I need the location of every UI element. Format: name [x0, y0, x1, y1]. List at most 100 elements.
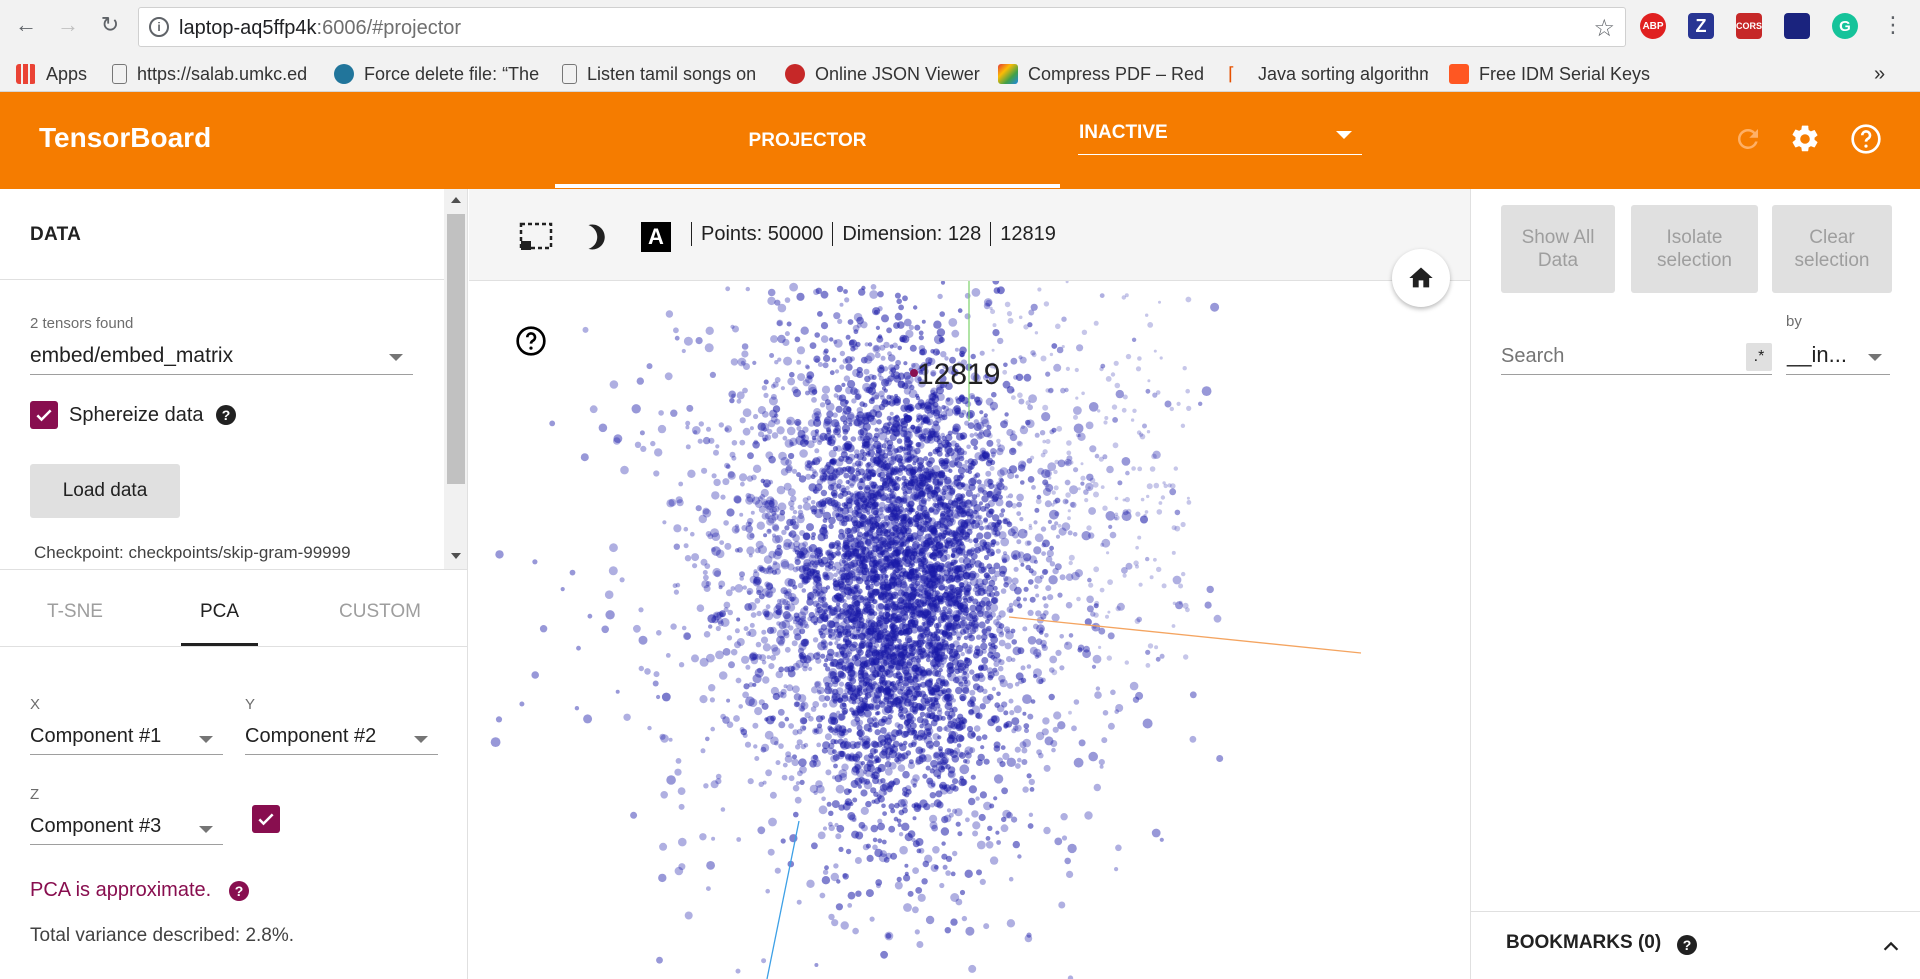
scatter-point: [992, 496, 999, 503]
scatter-point: [793, 545, 800, 553]
tab-tsne[interactable]: T-SNE: [47, 601, 103, 622]
scatter-point: [868, 673, 877, 681]
scatter-point: [1001, 787, 1008, 795]
extension-icon[interactable]: [1784, 13, 1810, 39]
scroll-down-icon[interactable]: [451, 553, 461, 559]
scatter-point: [747, 452, 754, 460]
address-bar[interactable]: i laptop-aq5ffp4k:6006/#projector ☆: [138, 7, 1626, 47]
bookmark-item[interactable]: Force delete file: “The: [334, 63, 544, 85]
z-component-dropdown[interactable]: Component #3: [30, 807, 223, 845]
y-component-dropdown[interactable]: Component #2: [245, 717, 438, 755]
scatter-point: [823, 470, 831, 477]
bookmark-item[interactable]: https://salab.umkc.ed: [112, 63, 317, 85]
scatter-point: [964, 420, 970, 426]
forward-icon[interactable]: →: [57, 12, 79, 37]
back-icon[interactable]: ←: [15, 12, 37, 37]
scatter-point: [994, 702, 1000, 708]
scrollbar[interactable]: [444, 189, 467, 569]
scatter-point: [1054, 563, 1062, 571]
chrome-menu-icon[interactable]: ⋮: [1882, 12, 1904, 37]
scatter-point: [892, 549, 899, 557]
scatter-point: [978, 665, 984, 672]
scatter-point: [888, 512, 897, 522]
tab-pca[interactable]: PCA: [199, 601, 240, 622]
grammarly-icon[interactable]: G: [1832, 13, 1858, 39]
help-icon[interactable]: ?: [229, 881, 249, 901]
rect-select-icon[interactable]: [518, 219, 554, 255]
scatter-point: [1029, 596, 1036, 603]
bookmark-item[interactable]: Compress PDF – Redu: [998, 63, 1203, 85]
labels-icon[interactable]: A: [638, 219, 674, 255]
scatter-point: [986, 524, 992, 531]
scatter-point: [490, 737, 501, 747]
scatter-point: [779, 598, 787, 605]
bookmark-item[interactable]: ⌈ Java sorting algorithm: [1228, 63, 1428, 85]
load-data-button[interactable]: Load data: [30, 464, 180, 518]
scatter-point: [894, 454, 903, 463]
scatter-point: [788, 723, 794, 729]
bookmark-item[interactable]: Online JSON Viewer: [785, 63, 985, 85]
scatter-point: [1027, 404, 1033, 411]
scatter-point: [1048, 693, 1055, 701]
scatter-point: [1044, 500, 1052, 508]
tensor-dropdown-value: embed/embed_matrix: [30, 344, 234, 367]
tab-custom[interactable]: CUSTOM: [339, 601, 421, 622]
scatter-point: [706, 426, 711, 432]
scatter-point: [971, 625, 979, 633]
scatter-point: [777, 502, 787, 512]
z-enable-checkbox[interactable]: [252, 805, 280, 833]
scatter-point: [876, 778, 883, 785]
scatter-point: [914, 802, 922, 811]
zotero-icon[interactable]: Z: [1688, 13, 1714, 39]
scatter-point: [848, 545, 854, 551]
adblock-icon[interactable]: ABP: [1640, 13, 1666, 39]
scatter-point: [926, 777, 934, 785]
scatter-point: [953, 599, 962, 608]
bookmark-star-icon[interactable]: ☆: [1593, 15, 1615, 42]
scatter-point: [747, 602, 757, 611]
scatter-point: [775, 760, 781, 766]
scatter-point: [814, 559, 821, 566]
scatter-plot[interactable]: 12819: [469, 281, 1470, 979]
tensor-dropdown[interactable]: embed/embed_matrix: [30, 337, 413, 375]
gear-icon[interactable]: [1788, 122, 1822, 156]
sphereize-checkbox[interactable]: [30, 401, 58, 429]
bookmark-item[interactable]: Listen tamil songs on: [562, 63, 762, 85]
scroll-thumb[interactable]: [447, 214, 465, 484]
scatter-point: [887, 699, 892, 705]
cors-icon[interactable]: CORS: [1736, 13, 1762, 39]
x-component-dropdown[interactable]: Component #1: [30, 717, 223, 755]
help-icon[interactable]: ?: [216, 405, 236, 425]
scroll-up-icon[interactable]: [451, 197, 461, 203]
bookmarks-overflow-button[interactable]: »: [1874, 63, 1886, 85]
scatter-point: [794, 556, 800, 562]
reload-icon[interactable]: ↻: [100, 12, 120, 37]
site-info-icon[interactable]: i: [149, 17, 169, 37]
bookmark-item[interactable]: Free IDM Serial Keys: [1449, 63, 1654, 85]
scatter-point: [997, 469, 1005, 477]
bookmark-apps[interactable]: Apps: [16, 63, 96, 85]
scatter-point: [945, 397, 954, 406]
scatter-point: [944, 540, 953, 549]
refresh-icon[interactable]: [1731, 122, 1765, 156]
scatter-point: [871, 656, 880, 666]
scatter-point: [976, 532, 984, 540]
help-icon[interactable]: [1849, 122, 1883, 156]
scatter-point: [740, 481, 745, 487]
scatter-point: [968, 698, 974, 705]
tab-projector[interactable]: PROJECTOR: [748, 129, 867, 151]
scatter-point: [952, 425, 959, 432]
scatter-point: [806, 598, 814, 606]
scatter-point: [906, 505, 913, 512]
scatter-point: [884, 587, 892, 595]
scatter-point: [792, 566, 799, 573]
scatter-point: [832, 754, 840, 761]
night-mode-icon[interactable]: [578, 219, 614, 255]
scatter-point: [844, 609, 853, 617]
scatter-point: [936, 726, 943, 732]
scatter-point: [813, 418, 822, 427]
run-dropdown[interactable]: INACTIVE: [1078, 119, 1362, 155]
scatter-point: [941, 638, 946, 643]
scatter-point: [954, 396, 959, 401]
scatter-point: [769, 626, 777, 634]
